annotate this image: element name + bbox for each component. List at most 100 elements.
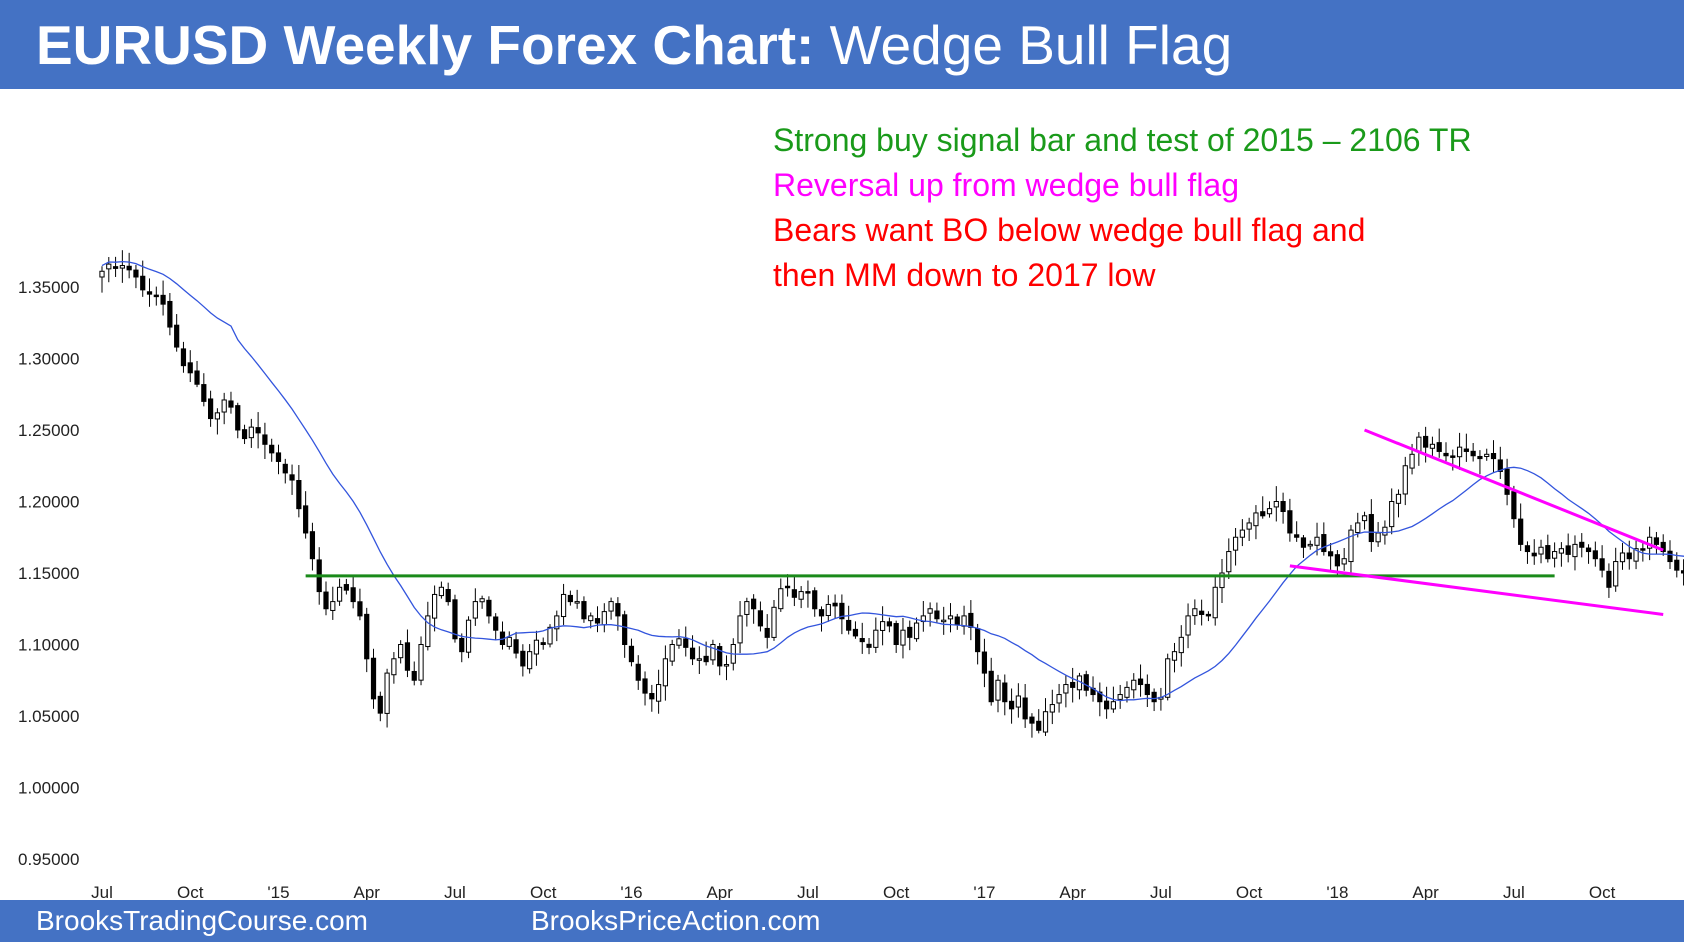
candle-body [1246,522,1252,530]
candle-body [1124,686,1130,698]
candle-body [303,505,309,534]
candle-body [1382,526,1388,536]
candle-body [635,663,641,681]
x-tick-label: Jul [1150,883,1172,900]
candle-body [798,591,804,600]
candle-body [1036,720,1042,731]
x-tick-label: Oct [1589,883,1616,900]
candle-body [581,601,587,620]
candle-body [167,300,173,328]
candle-body [1470,450,1476,457]
candle-body [913,622,920,640]
candle-body [282,463,288,474]
candle-body [513,639,519,654]
footer-link-right[interactable]: BrooksPriceAction.com [531,905,821,936]
candle-body [737,615,743,644]
candle-body [1151,691,1157,703]
candle-body [370,657,377,700]
candle-body [1015,695,1021,708]
annotation-buy-signal: Strong buy signal bar and test of 2015 –… [773,122,1472,158]
candle-body [1042,711,1049,733]
candle-body [710,644,716,661]
candle-body [764,627,770,638]
candle-body [1606,570,1612,588]
candle-body [174,324,180,348]
candle-body [1008,700,1015,710]
candle-body [540,642,546,645]
candle-body [1572,543,1578,558]
candle-body [554,615,560,630]
candle-body [208,398,214,420]
candle-body [880,621,886,631]
candle-body [214,412,220,420]
candle-body [1558,548,1564,554]
x-tick-label: Apr [353,883,380,900]
candle-body [418,644,424,681]
candle-body [1416,436,1422,453]
candle-body [1097,691,1103,703]
candle-body [140,275,146,291]
candle-body [805,591,811,594]
candle-body [1450,455,1456,458]
candle-body [1545,545,1551,560]
candle-body [1653,537,1660,545]
candle-body [1137,678,1144,686]
candle-body [1307,543,1313,547]
candle-body [432,593,438,619]
candle-body [1022,697,1028,720]
candle-body [751,598,757,610]
title-light: Wedge Bull Flag [829,14,1233,76]
candle-body [825,603,831,616]
candle-body [391,658,397,676]
candle-body [1456,446,1463,458]
candle-body [968,612,974,628]
x-tick-label: Apr [706,883,733,900]
candle-body [289,474,295,481]
candle-body [852,628,859,637]
candle-body [1633,548,1639,562]
candle-body [411,670,417,681]
candle-body [1667,550,1673,563]
candle-body [723,664,730,667]
candle-body [873,629,879,648]
candle-body [1226,551,1232,573]
candle-body [180,348,187,367]
candle-body [1443,452,1449,457]
wedge-lower-line [1289,564,1664,616]
candle-body [601,611,607,626]
footer-link-left[interactable]: BrooksTradingCourse.com [36,905,368,936]
candle-body [472,601,478,619]
candle-body [350,587,356,603]
title-bold: EURUSD Weekly Forex Chart: [36,14,815,76]
candle-body [988,670,994,703]
candle-body [560,593,567,618]
candle-body [1002,682,1008,703]
candle-body [1063,684,1069,694]
candle-body [153,294,159,298]
candlestick-chart: 1.35000 1.30000 1.25000 1.20000 1.15000 1.100… [18,250,1684,900]
candle-body [1110,701,1116,710]
annotation-reversal: Reversal up from wedge bull flag [773,167,1240,203]
candle-body [1484,453,1490,457]
candle-body [1423,435,1429,448]
candle-body [717,646,723,667]
x-tick-label: '15 [267,883,289,900]
candle-body [812,590,818,610]
candle-body [1585,547,1592,553]
candle-body [255,427,261,434]
candle-body [1294,534,1300,538]
candle-body [296,480,302,510]
candle-body [438,586,444,597]
x-tick-label: Jul [1503,883,1525,900]
x-tick-label: Oct [177,883,204,900]
candle-body [520,650,526,667]
candle-body [961,615,967,627]
candle-body [1341,558,1347,565]
candle-body [1409,453,1415,469]
candle-body [1334,554,1340,567]
candle-body [1619,552,1626,563]
candle-body [106,263,112,270]
candle-body [241,429,248,440]
candle-body [160,294,166,305]
candle-body [201,384,207,402]
